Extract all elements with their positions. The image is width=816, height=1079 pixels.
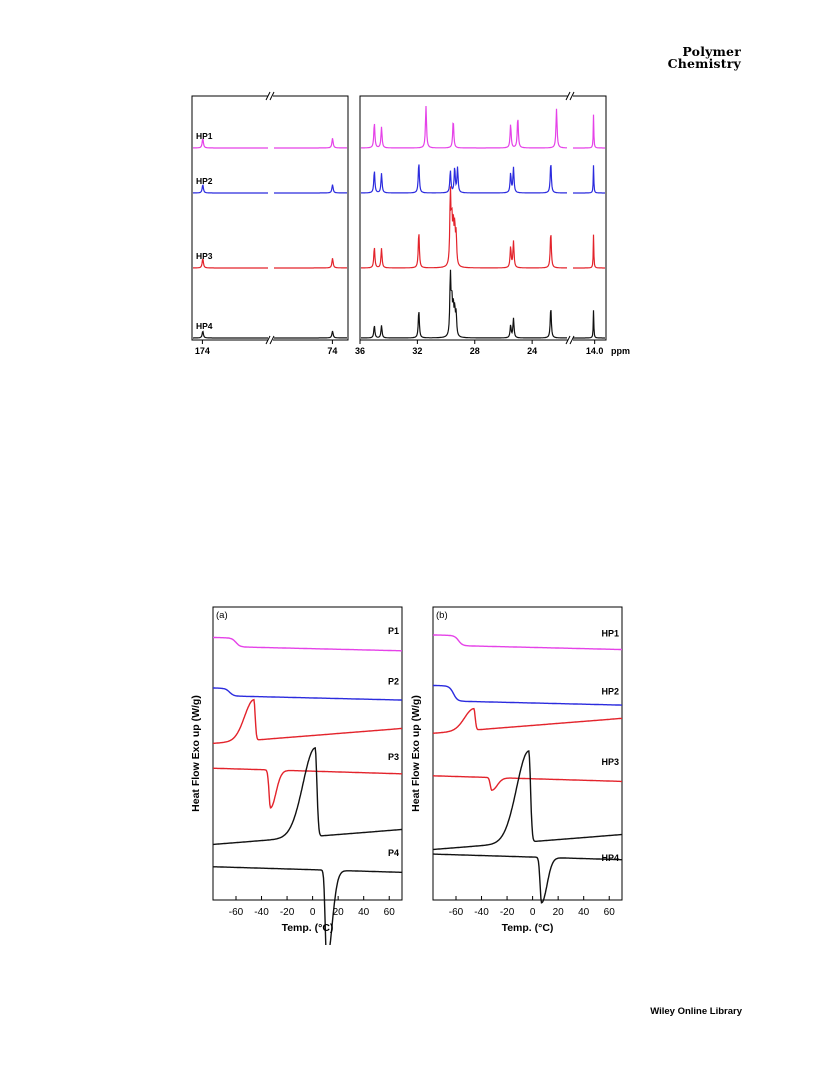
- nmr-trace-hp1: [274, 138, 347, 149]
- dsc-curve-p2: [213, 687, 403, 701]
- footer-publisher: Wiley Online Library: [650, 1006, 742, 1017]
- nmr-x-tick-label: 36: [355, 346, 365, 356]
- nmr-x-tick-label: 24: [527, 346, 537, 356]
- axis-break-mark: [269, 91, 275, 101]
- axis-break-gap: [268, 92, 273, 100]
- dsc-curve-label: HP3: [601, 757, 619, 767]
- dsc-curve-p4: [212, 866, 402, 945]
- dsc-x-tick-label: -60: [449, 907, 464, 918]
- dsc-curve-hp3: [433, 775, 622, 791]
- nmr-left-panel-frame: [191, 95, 349, 341]
- nmr-trace-hp1: [573, 114, 605, 149]
- dsc-x-tick-label: -40: [254, 907, 269, 918]
- nmr-x-tick-label: 74: [327, 346, 337, 356]
- dsc-curve-hp2: [433, 684, 622, 706]
- dsc-x-tick-label: 20: [333, 907, 345, 918]
- dsc-curve-label: P3: [388, 752, 399, 762]
- axis-break-mark: [569, 335, 575, 345]
- axis-break-gap: [568, 92, 573, 100]
- dsc-curve-p3: [213, 767, 402, 809]
- nmr-trace-hp4: [361, 269, 567, 339]
- nmr-trace-hp2: [192, 184, 268, 194]
- axis-break-mark: [265, 91, 271, 101]
- nmr-trace-hp2: [274, 184, 347, 194]
- nmr-trace-hp3: [193, 257, 268, 269]
- nmr-right-panel-frame: [359, 95, 607, 341]
- nmr-trace-hp2: [361, 164, 567, 194]
- dsc-y-axis-title: Heat Flow Exo up (W/g): [410, 695, 422, 812]
- dsc-x-tick-label: 40: [578, 907, 590, 918]
- nmr-trace-hp1: [193, 137, 268, 149]
- dsc-x-tick-label: 40: [358, 907, 370, 918]
- nmr-trace-label: HP1: [196, 131, 213, 141]
- nmr-trace-label: HP3: [196, 251, 213, 261]
- dsc-x-tick-label: 20: [553, 907, 565, 918]
- dsc-x-tick-label: 0: [530, 907, 536, 918]
- nmr-x-unit-label: ppm: [611, 346, 630, 356]
- axis-break-gap: [568, 336, 573, 344]
- dsc-x-tick-label: -20: [500, 907, 515, 918]
- dsc-curve-label: HP1: [601, 628, 619, 638]
- dsc-x-tick-label: 0: [310, 907, 316, 918]
- nmr-spectra-figure: HP1 HP2 HP3 HP4 174 74 36 32 28 24 14.0 ppm: [191, 91, 630, 356]
- dsc-x-tick-label: -60: [229, 907, 244, 918]
- dsc-x-tick-label: -20: [280, 907, 295, 918]
- nmr-trace-hp4: [193, 330, 268, 339]
- dsc-curve-p1: [213, 636, 402, 652]
- nmr-x-tick-label: 28: [470, 346, 480, 356]
- axis-break-mark: [269, 335, 275, 345]
- dsc-y-axis-title: Heat Flow Exo up (W/g): [190, 695, 202, 812]
- dsc-x-axis-title: Temp. (°C): [282, 922, 334, 934]
- nmr-trace-hp3: [573, 234, 605, 269]
- nmr-trace-label: HP2: [196, 176, 213, 186]
- dsc-x-axis-title: Temp. (°C): [502, 922, 554, 934]
- nmr-x-tick-label: 32: [412, 346, 422, 356]
- dsc-x-tick-label: 60: [384, 907, 396, 918]
- axis-break-gap: [268, 336, 273, 344]
- axis-break-mark: [569, 91, 575, 101]
- dsc-panel-frame-a: [212, 606, 403, 901]
- dsc-x-tick-label: 60: [604, 907, 616, 918]
- nmr-trace-hp3: [274, 258, 347, 269]
- nmr-trace-hp4: [573, 310, 605, 339]
- dsc-curve-label: P1: [388, 626, 399, 636]
- nmr-trace-hp1: [361, 105, 567, 149]
- dsc-panel-frame-b: [432, 606, 623, 901]
- dsc-curve-p3: [212, 698, 403, 745]
- nmr-x-tick-label: 174: [195, 346, 210, 356]
- nmr-trace-label: HP4: [196, 321, 213, 331]
- journal-name-line1: Polymer: [682, 44, 741, 59]
- dsc-curve-hp1: [432, 634, 622, 651]
- journal-name-line2: Chemistry: [667, 56, 741, 71]
- axis-break-mark: [565, 91, 571, 101]
- axis-break-mark: [265, 335, 271, 345]
- dsc-curve-hp4: [432, 750, 623, 851]
- dsc-curve-hp4: [433, 853, 622, 904]
- dsc-curve-hp3: [432, 707, 623, 734]
- journal-name: Polymer Chemistry: [667, 44, 741, 71]
- dsc-panel-label: (b): [436, 610, 448, 621]
- dsc-curve-label: P2: [388, 676, 399, 686]
- dsc-curve-label: HP2: [601, 686, 619, 696]
- dsc-x-tick-label: -40: [474, 907, 489, 918]
- dsc-panel-label: (a): [216, 610, 228, 621]
- dsc-curve-label: P4: [388, 848, 399, 858]
- nmr-trace-hp3: [361, 186, 567, 269]
- nmr-trace-hp2: [573, 165, 605, 194]
- dsc-curve-label: HP4: [601, 853, 619, 863]
- axis-break-mark: [565, 335, 571, 345]
- nmr-x-tick-label: 14.0: [586, 346, 604, 356]
- dsc-curve-p4: [213, 746, 402, 846]
- nmr-trace-hp4: [274, 330, 347, 339]
- dsc-thermograms-figure: (a) P1 P2 P3 P4 -60 -40 -20 0 20 40 60 Temp. (°C) Hea…: [190, 606, 623, 945]
